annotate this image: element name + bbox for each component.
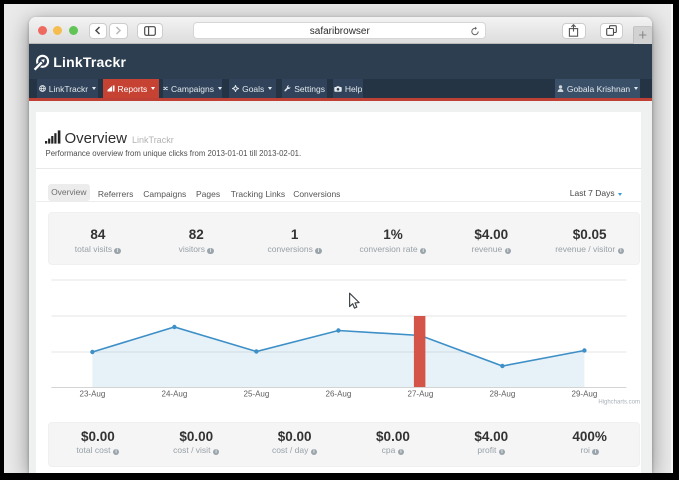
svg-text:23-Aug: 23-Aug [79,390,105,399]
svg-text:28-Aug: 28-Aug [489,390,515,399]
svg-text:25-Aug: 25-Aug [243,390,269,399]
svg-text:29-Aug: 29-Aug [571,390,597,399]
svg-text:Highcharts.com: Highcharts.com [598,400,640,406]
svg-text:27-Aug: 27-Aug [407,390,433,399]
svg-text:26-Aug: 26-Aug [325,390,351,399]
svg-text:24-Aug: 24-Aug [161,390,187,399]
